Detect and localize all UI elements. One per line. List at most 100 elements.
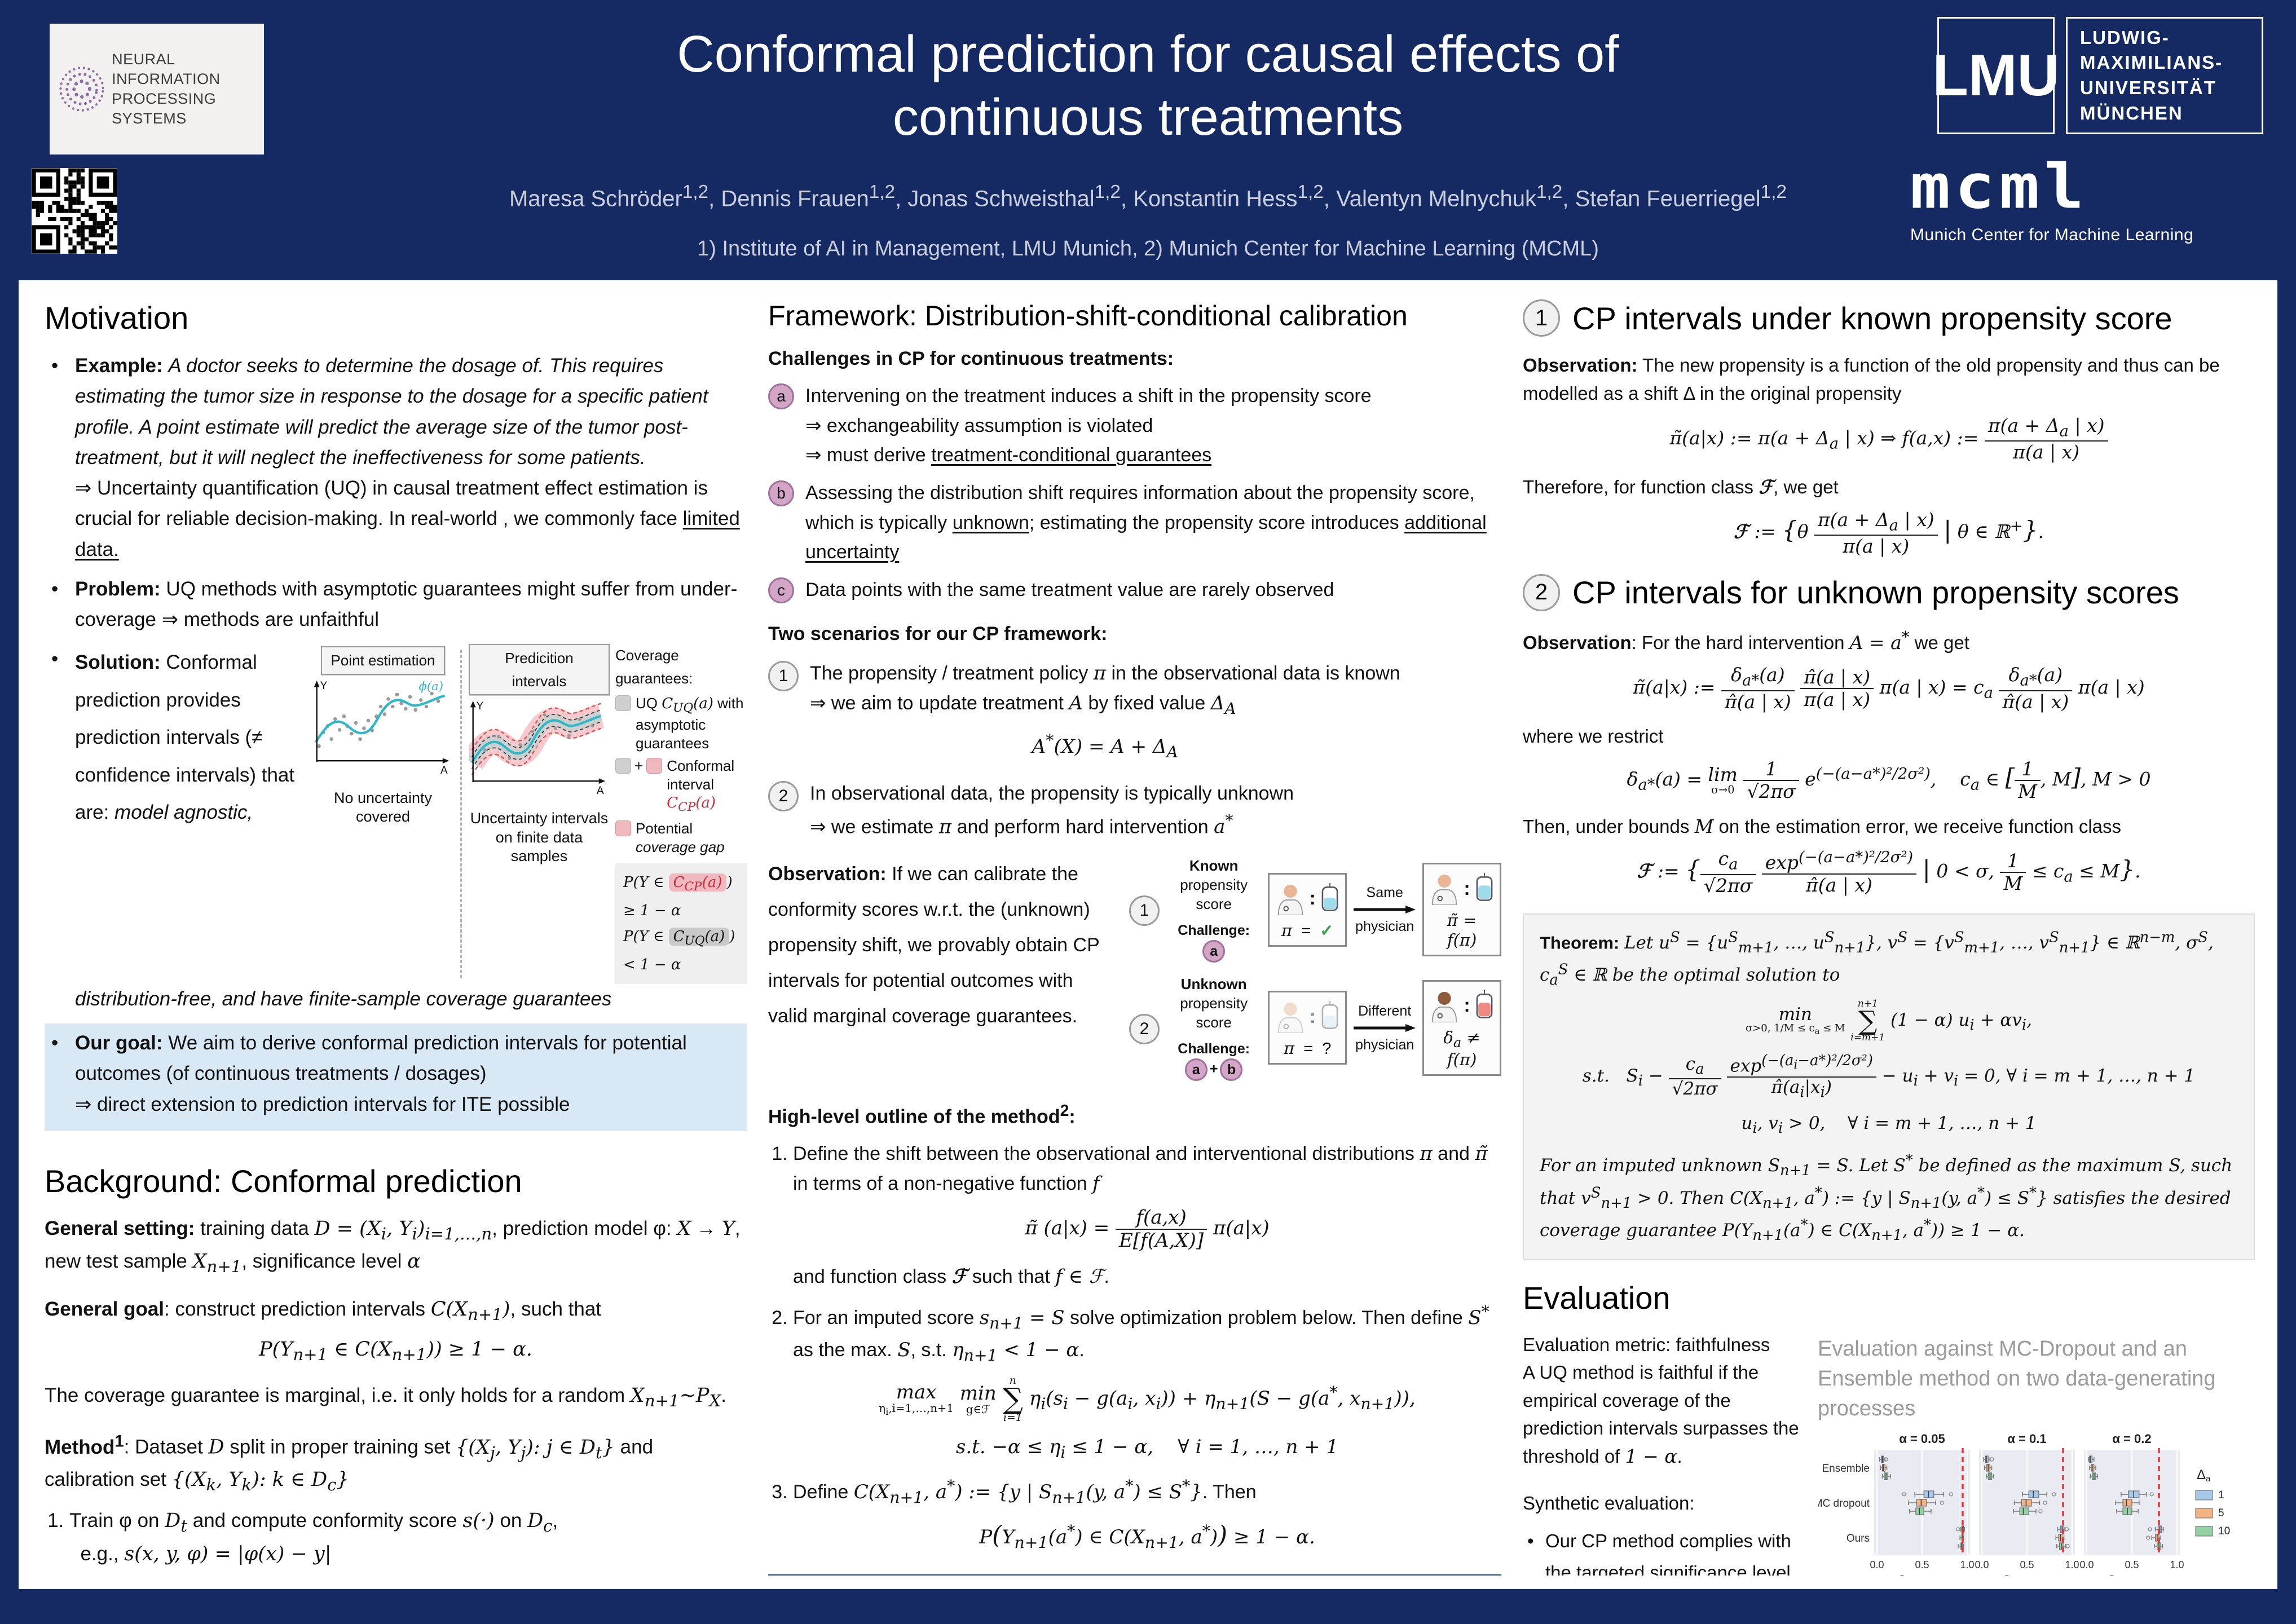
physician-icon-faded <box>1277 1003 1303 1034</box>
equation: ui, vi > 0, ∀ i = m + 1, …, n + 1 <box>1741 1113 2037 1137</box>
equation: max ηi,i=1,…,n+1 min g∈ℱ n ∑ i=1 ηi(si − g(a… <box>879 1375 1416 1424</box>
svg-text:ϕ(a): ϕ(a) <box>418 679 443 693</box>
s1-observation: Observation: The new propensity is a fun… <box>1523 355 2220 404</box>
policy-formula: π̃ = f(π) <box>1447 911 1477 950</box>
svg-text:A: A <box>597 785 604 797</box>
svg-text:α = 0.1: α = 0.1 <box>2007 1432 2046 1446</box>
evaluation-charts: Evaluation against MC-Dropout and an Ens… <box>1814 1331 2255 1576</box>
method-paragraph: Method1: Dataset D split in proper train… <box>45 1432 654 1495</box>
different-physician-arrow: Different physician <box>1354 1003 1416 1053</box>
svg-text:Coverage: Coverage <box>2003 1573 2052 1576</box>
neurips-logo: NEURAL INFORMATION PROCESSING SYSTEMS <box>50 24 264 155</box>
method-outline: Define the shift between the observation… <box>768 1139 1501 1554</box>
different-policy-panel: : δa ≠ f(π) <box>1422 979 1501 1076</box>
method-step-1: Train φ on Dt and compute conformity sco… <box>69 1506 747 1569</box>
iv-bag-icon <box>1321 882 1338 911</box>
s1-function-class: Therefore, for function class ℱ, we get <box>1523 476 1839 498</box>
mcml-subtitle: Munich Center for Machine Learning <box>1910 226 2194 244</box>
section-1-badge: 1 <box>1523 299 1560 337</box>
svg-text:1.0: 1.0 <box>2170 1559 2184 1570</box>
legend-item-gap: Potential coverage gap <box>615 819 747 856</box>
scenario-2: 2 In observational data, the propensity … <box>768 779 1501 842</box>
unknown-policy-panel: : π = ? <box>1268 991 1347 1065</box>
svg-text:0.5: 0.5 <box>2125 1559 2139 1570</box>
coverage-equations: P(Y ∈ CCP(a)) ≥ 1 − α P(Y ∈ CUQ(a)) < 1 … <box>615 863 747 984</box>
evaluation-heading: Evaluation <box>1523 1279 1671 1316</box>
svg-text:MC dropout: MC dropout <box>1818 1498 1870 1510</box>
policy-formula: π = ? <box>1284 1039 1332 1058</box>
outline-step-2: For an imputed score sn+1 = S solve opti… <box>793 1299 1501 1464</box>
physician-icon <box>1432 874 1457 906</box>
svg-text:0.0: 0.0 <box>2079 1559 2094 1570</box>
column-motivation: Motivation Example: A doctor seeks to de… <box>45 297 747 1576</box>
general-goal: General goal: construct prediction inter… <box>45 1298 602 1325</box>
iv-bag-icon <box>1321 1001 1338 1030</box>
iv-bag-red-icon <box>1476 990 1493 1018</box>
section-2-badge: 2 <box>1523 573 1560 611</box>
equation: s.t. Si − ca √2πσ exp(−(ai−a*)²/2σ²) π̂(ai… <box>1582 1052 2196 1101</box>
svg-text:A: A <box>440 765 448 776</box>
outline-step-3: Define C(Xn+1, a*) := {y | Sn+1(y, a*) ≤… <box>793 1474 1501 1554</box>
boxplot-grid-dgp1: α = 0.05 Ensemble MC dropout Ours 0.0 0.5 1.0 C… <box>1814 1429 2255 1576</box>
figure-divider <box>460 650 462 978</box>
equation: π̃(a|x) := π(a + Δa | x) ⇒ f(a,x) := π(a… <box>1523 414 2255 463</box>
bullet-example: Example: A doctor seeks to determine the… <box>45 351 747 565</box>
svg-text:Ours: Ours <box>1847 1533 1870 1544</box>
svg-text:Coverage: Coverage <box>1898 1573 1947 1576</box>
general-setting: General setting: training data D = (Xi, … <box>45 1217 741 1276</box>
challenge-c-badge: c <box>768 577 794 604</box>
svg-text:0.5: 0.5 <box>2020 1559 2034 1570</box>
neurips-logo-text: NEURAL INFORMATION PROCESSING SYSTEMS <box>112 50 221 127</box>
method-steps: Train φ on Dt and compute conformity sco… <box>45 1506 747 1576</box>
bullet-goal: Our goal: We aim to derive conformal pre… <box>45 1028 733 1120</box>
challenge-a-badge: a <box>1184 1058 1208 1081</box>
outline-title: High-level outline of the method2: <box>768 1101 1076 1128</box>
scenarios-title: Two scenarios for our CP framework: <box>768 623 1108 645</box>
poster-title: Conformal prediction for causal effects … <box>677 25 1619 147</box>
authors-line: Maresa Schröder1,2, Dennis Frauen1,2, Jo… <box>509 182 1787 211</box>
observation-text: Observation: If we can calibrate the con… <box>768 863 1100 1027</box>
poster-body: Motivation Example: A doctor seeks to de… <box>19 280 2277 1589</box>
svg-text:α = 0.2: α = 0.2 <box>2112 1432 2151 1446</box>
svg-text:Y: Y <box>476 700 483 712</box>
svg-text:α = 0.05: α = 0.05 <box>1899 1432 1945 1446</box>
legend-item-conformal: + Conformal interval CCP(a) <box>615 757 747 815</box>
svg-text:5: 5 <box>2218 1507 2224 1519</box>
evaluation-text: Evaluation metric: faithfulness A UQ meth… <box>1523 1331 1805 1576</box>
equation: P(Y ∈ CUQ(a)) < 1 − α <box>623 927 735 973</box>
svg-text:Y: Y <box>320 680 327 692</box>
challenge-a-badge: a <box>768 383 794 409</box>
mcml-logo: mcml Munich Center for Machine Learning <box>1902 153 2263 245</box>
prediction-intervals-panel: Predicition intervals <box>461 644 610 984</box>
svg-text:1: 1 <box>2218 1489 2224 1501</box>
equation: P(Yn+1(a*) ∈ C(Xn+1, a*)) ≥ 1 − α. <box>979 1521 1315 1552</box>
scenario-2-badge: 2 <box>768 781 799 812</box>
physician-scenarios-figure: 1 Known propensity score Challenge: a : π… <box>1129 857 1501 1093</box>
coverage-figure: Point estimation <box>312 644 747 984</box>
challenge-b-badge: b <box>768 480 794 507</box>
evaluation-block: Evaluation metric: faithfulness A UQ meth… <box>1523 1331 2255 1576</box>
poster-header: NEURAL INFORMATION PROCESSING SYSTEMS Co… <box>0 0 2296 280</box>
scenario-row-unknown: 2 Unknown propensity score Challenge: a + b… <box>1129 975 1501 1081</box>
physician-icon <box>1277 884 1303 915</box>
equation: min σ>0, 1/M ≤ ca ≤ M n+1 ∑ i=m+1 (1 − α) u… <box>1745 998 2032 1044</box>
question-box: Question: How to choose the non-negative… <box>768 1574 1501 1576</box>
section2-heading: 2 CP intervals for unknown propensity sco… <box>1523 573 2255 611</box>
svg-text:Coverage: Coverage <box>2108 1573 2157 1576</box>
eval-bullet-1: Our CP method complies with the targeted… <box>1523 1525 1805 1576</box>
qr-code-icon <box>32 168 117 254</box>
equation: A*(X) = A + ΔA <box>1032 731 1178 761</box>
affiliations-line: 1) Institute of AI in Management, LMU Mu… <box>697 236 1599 261</box>
observation-block: Observation: If we can calibrate the con… <box>768 857 1501 1093</box>
challenge-a-badge: a <box>1202 939 1226 963</box>
chart-caption: Evaluation against MC-Dropout and an Ens… <box>1818 1336 2216 1421</box>
s2-restrict: where we restrict <box>1523 726 1664 747</box>
svg-text:0.5: 0.5 <box>1915 1559 1929 1570</box>
qr-code <box>32 168 117 254</box>
svg-text:Ensemble: Ensemble <box>1822 1463 1870 1475</box>
motivation-heading: Motivation <box>45 300 189 336</box>
bullet-solution: Solution: Conformal prediction provides … <box>45 644 747 1014</box>
s2-observation: Observation: For the hard intervention A… <box>1523 628 1969 654</box>
challenges-list: a Intervening on the treatment induces a … <box>768 381 1501 605</box>
